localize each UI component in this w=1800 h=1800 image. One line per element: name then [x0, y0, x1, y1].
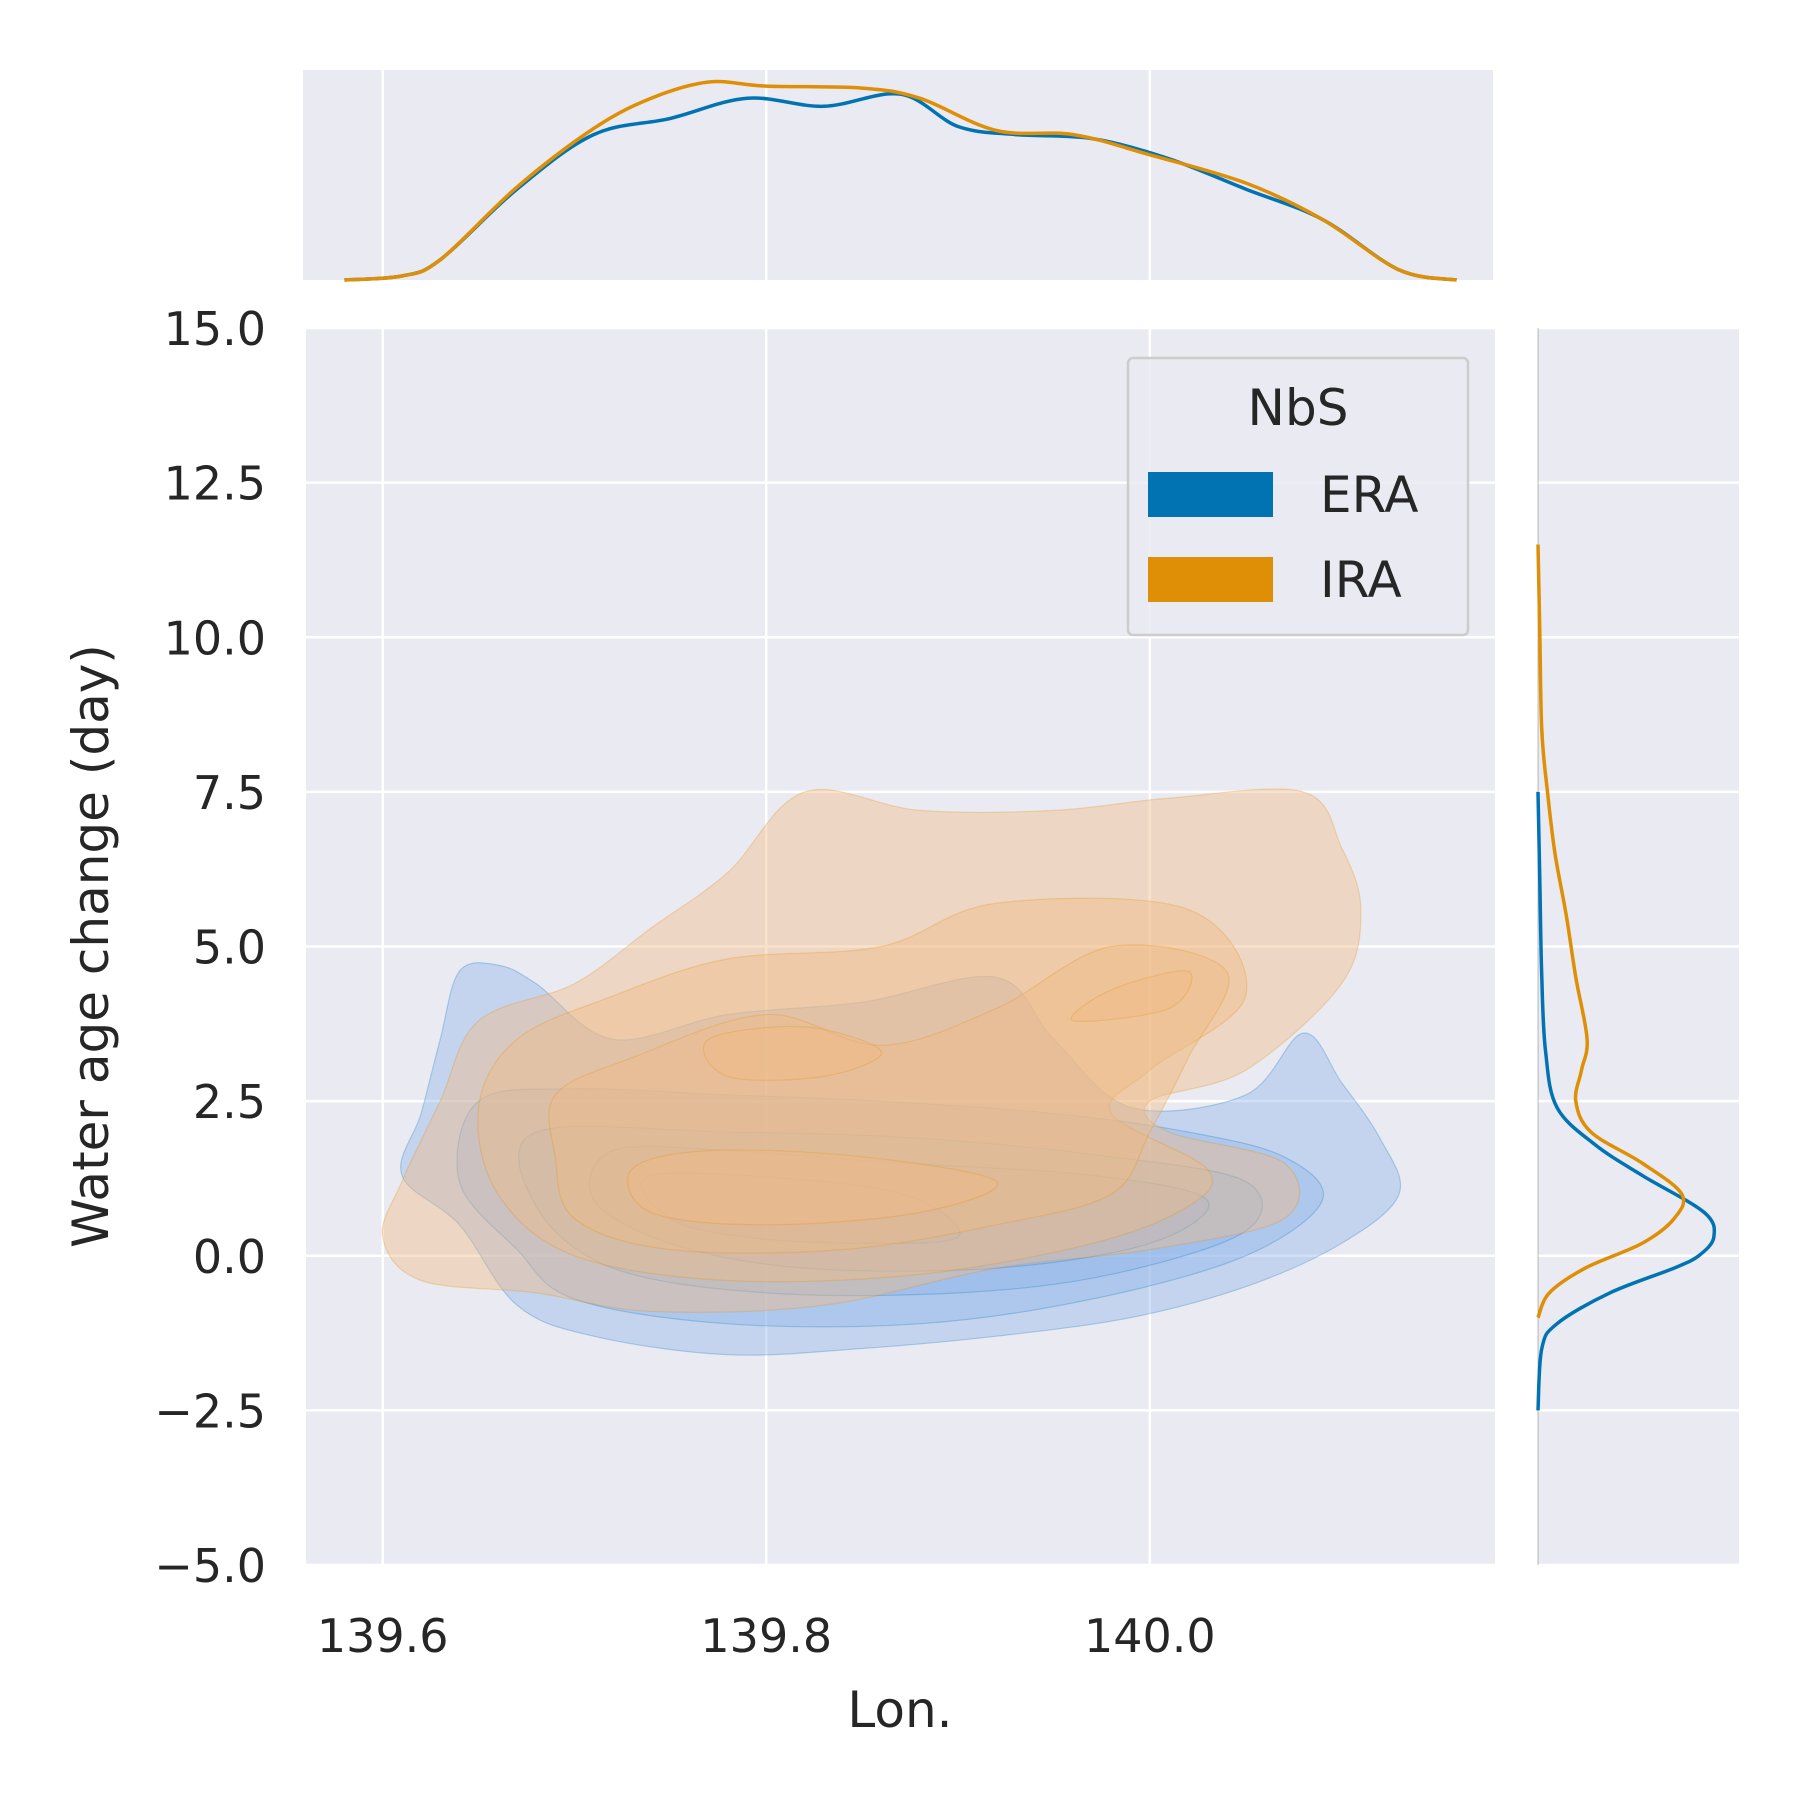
legend-swatch-era [1148, 472, 1273, 517]
y-tick-label: 15.0 [164, 302, 266, 356]
top-marginal-panel [303, 70, 1493, 282]
right-marginal-panel [1536, 326, 1739, 1567]
joint-panel [306, 326, 1495, 1567]
kde-contour-ira-level-2 [477, 897, 1248, 1283]
x-tick-label: 139.6 [317, 1609, 449, 1663]
top-marginal-curves [344, 79, 1457, 282]
legend-label-ira: IRA [1320, 551, 1402, 609]
x-axis-label: Lon. [847, 1681, 952, 1739]
kde-contour-ira-level-4 [627, 1149, 999, 1226]
kde-contour-ira-level-3 [548, 944, 1230, 1254]
kde-contours [381, 788, 1402, 1356]
y-tick-label: 12.5 [164, 457, 266, 511]
y-axis-ticks: −5.0 −2.5 0.0 2.5 5.0 7.5 10.0 12.5 15.0 [154, 302, 266, 1593]
kde-contour-era-level-2 [456, 1088, 1325, 1328]
legend-title: NbS [1248, 379, 1349, 437]
kde-contour-ira-level-1 [381, 788, 1362, 1313]
y-tick-label: 10.0 [164, 611, 266, 665]
top-marginal-grid [381, 70, 1152, 280]
y-axis-label: Water age change (day) [62, 644, 120, 1248]
y-tick-label: 7.5 [193, 766, 266, 820]
x-tick-label: 139.8 [700, 1609, 832, 1663]
kde-contour-era-level-5 [640, 1172, 961, 1245]
y-tick-label: 2.5 [193, 1075, 266, 1129]
y-tick-label: 5.0 [193, 921, 266, 975]
right-marginal-curves [1536, 328, 1717, 1565]
right-marginal-line-ira [1536, 544, 1686, 1319]
y-tick-label: 0.0 [193, 1230, 266, 1284]
right-marginal-grid [1538, 326, 1739, 1567]
legend-label-era: ERA [1320, 466, 1419, 524]
kde-contour-era-level-3 [518, 1125, 1263, 1297]
right-marginal-line-era [1536, 791, 1717, 1411]
plot-grid [306, 326, 1495, 1567]
legend-swatch-ira [1148, 557, 1273, 602]
legend: NbS ERA IRA [1126, 356, 1470, 637]
x-tick-label: 140.0 [1084, 1609, 1216, 1663]
x-axis-ticks: 139.6 139.8 140.0 [317, 1609, 1216, 1663]
kde-contour-era-level-1 [400, 962, 1402, 1356]
y-tick-label: −2.5 [154, 1384, 266, 1438]
y-tick-label: −5.0 [154, 1539, 266, 1593]
kde-contour-ira-level-5 [1070, 970, 1193, 1022]
top-marginal-background [303, 70, 1493, 280]
kde-contour-era-level-4 [588, 1145, 1210, 1272]
kde-contour-ira-level-5 [703, 1025, 882, 1081]
top-marginal-line-ira [344, 79, 1457, 282]
